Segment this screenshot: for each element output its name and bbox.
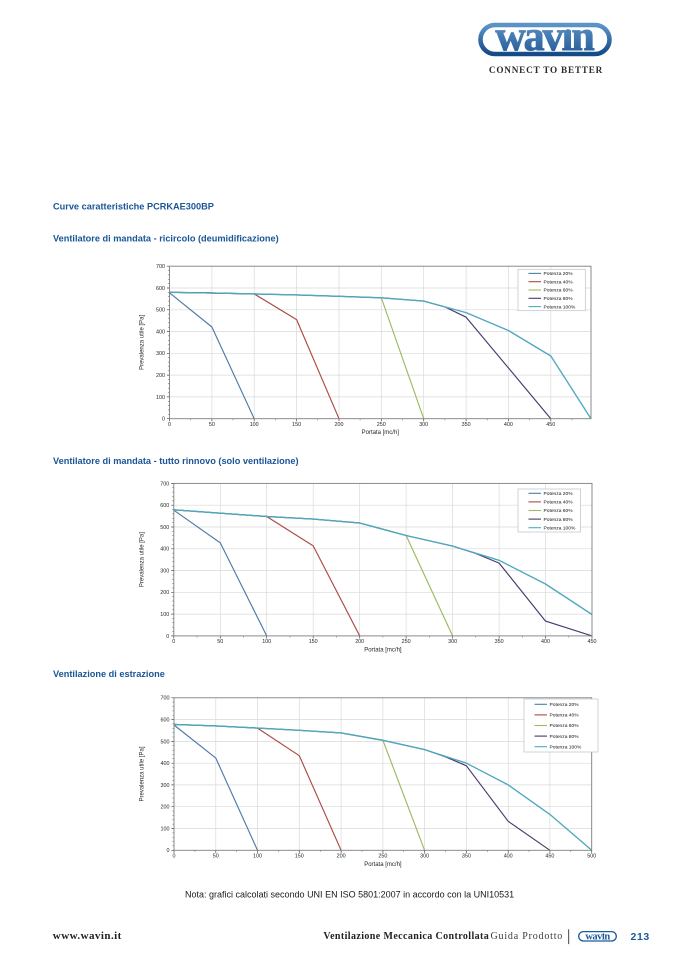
svg-text:200: 200: [355, 639, 364, 645]
svg-text:100: 100: [253, 854, 262, 860]
svg-text:300: 300: [160, 568, 169, 574]
svg-text:200: 200: [156, 373, 165, 379]
svg-text:Potenza 80%: Potenza 80%: [544, 517, 574, 523]
svg-text:Guida Prodotto: Guida Prodotto: [491, 931, 564, 942]
svg-text:Portata [mc/h]: Portata [mc/h]: [364, 647, 402, 653]
svg-text:CONNECT TO BETTER: CONNECT TO BETTER: [489, 65, 603, 75]
svg-text:400: 400: [504, 854, 513, 860]
svg-text:50: 50: [209, 422, 215, 428]
svg-text:wavın: wavın: [495, 14, 594, 60]
svg-text:Potenza 100%: Potenza 100%: [544, 525, 576, 531]
svg-text:150: 150: [309, 639, 318, 645]
svg-text:50: 50: [217, 639, 223, 645]
svg-text:100: 100: [262, 639, 271, 645]
svg-text:100: 100: [161, 826, 170, 832]
svg-text:500: 500: [587, 854, 596, 860]
svg-text:Portata [mc/h]: Portata [mc/h]: [364, 862, 402, 868]
svg-text:Potenza 80%: Potenza 80%: [550, 734, 580, 740]
svg-text:200: 200: [160, 590, 169, 596]
svg-text:100: 100: [250, 422, 259, 428]
svg-text:wavın: wavın: [585, 932, 610, 943]
svg-text:Potenza 20%: Potenza 20%: [544, 491, 574, 497]
svg-text:400: 400: [160, 547, 169, 553]
svg-text:Ventilazione Meccanica Control: Ventilazione Meccanica Controllata: [323, 931, 489, 942]
svg-text:0: 0: [172, 639, 175, 645]
svg-text:50: 50: [213, 854, 219, 860]
svg-text:400: 400: [161, 761, 170, 767]
svg-text:300: 300: [419, 422, 428, 428]
svg-text:213: 213: [631, 931, 650, 943]
svg-text:200: 200: [335, 422, 344, 428]
svg-text:350: 350: [495, 639, 504, 645]
svg-text:450: 450: [588, 639, 597, 645]
svg-text:200: 200: [161, 805, 170, 811]
svg-text:600: 600: [161, 718, 170, 724]
svg-text:350: 350: [462, 854, 471, 860]
svg-text:400: 400: [504, 422, 513, 428]
svg-text:Potenza 60%: Potenza 60%: [544, 508, 574, 514]
svg-text:Prevalenza utile [Pa]: Prevalenza utile [Pa]: [140, 315, 146, 370]
svg-text:www.wavin.it: www.wavin.it: [53, 930, 122, 942]
svg-text:250: 250: [402, 639, 411, 645]
svg-text:450: 450: [545, 854, 554, 860]
svg-text:400: 400: [156, 330, 165, 336]
svg-text:100: 100: [156, 395, 165, 401]
svg-text:Potenza 20%: Potenza 20%: [550, 702, 580, 708]
svg-text:Potenza 80%: Potenza 80%: [544, 296, 574, 302]
svg-text:Curve caratteristiche PCRKAE30: Curve caratteristiche PCRKAE300BP: [53, 202, 214, 212]
svg-text:Potenza 40%: Potenza 40%: [550, 713, 580, 719]
svg-text:Potenza 100%: Potenza 100%: [544, 304, 576, 310]
svg-text:400: 400: [541, 639, 550, 645]
svg-text:100: 100: [160, 612, 169, 618]
svg-text:Prevalenza utile [Pa]: Prevalenza utile [Pa]: [140, 746, 146, 801]
svg-text:150: 150: [292, 422, 301, 428]
svg-text:200: 200: [337, 854, 346, 860]
svg-text:600: 600: [156, 286, 165, 292]
svg-text:Ventilazione di estrazione: Ventilazione di estrazione: [53, 669, 165, 679]
svg-text:250: 250: [377, 422, 386, 428]
svg-text:500: 500: [161, 739, 170, 745]
svg-text:450: 450: [546, 422, 555, 428]
svg-text:500: 500: [156, 308, 165, 314]
svg-text:700: 700: [156, 264, 165, 270]
svg-text:0: 0: [166, 634, 169, 640]
svg-text:0: 0: [162, 417, 165, 423]
svg-text:0: 0: [167, 848, 170, 854]
svg-text:Ventilatore di mandata - tutto: Ventilatore di mandata - tutto rinnovo (…: [53, 456, 299, 466]
svg-text:0: 0: [173, 854, 176, 860]
svg-text:300: 300: [420, 854, 429, 860]
svg-text:300: 300: [448, 639, 457, 645]
svg-text:700: 700: [160, 481, 169, 487]
svg-text:Potenza 60%: Potenza 60%: [544, 288, 574, 294]
svg-text:Ventilatore di mandata - ricir: Ventilatore di mandata - ricircolo (deum…: [53, 234, 279, 244]
svg-text:Potenza 40%: Potenza 40%: [544, 279, 574, 285]
svg-text:Potenza 20%: Potenza 20%: [544, 271, 574, 277]
svg-text:Portata [mc/h]: Portata [mc/h]: [362, 430, 400, 436]
svg-text:Nota: grafici calcolati second: Nota: grafici calcolati secondo UNI EN I…: [185, 890, 514, 900]
svg-text:Potenza 40%: Potenza 40%: [544, 500, 574, 506]
svg-text:500: 500: [160, 525, 169, 531]
svg-text:150: 150: [295, 854, 304, 860]
svg-text:Potenza 60%: Potenza 60%: [550, 723, 580, 729]
svg-text:600: 600: [160, 503, 169, 509]
svg-text:Potenza 100%: Potenza 100%: [550, 744, 582, 750]
svg-text:250: 250: [378, 854, 387, 860]
svg-text:300: 300: [156, 351, 165, 357]
svg-text:350: 350: [462, 422, 471, 428]
svg-text:700: 700: [161, 696, 170, 702]
svg-text:Prevalenza utile [Pa]: Prevalenza utile [Pa]: [140, 532, 146, 587]
svg-text:0: 0: [168, 422, 171, 428]
svg-text:300: 300: [161, 783, 170, 789]
